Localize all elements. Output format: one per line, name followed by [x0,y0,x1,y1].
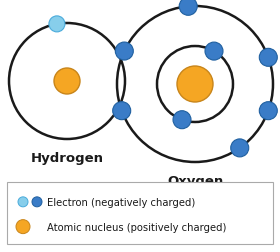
Circle shape [231,139,249,157]
Circle shape [205,43,223,61]
Text: Hydrogen: Hydrogen [31,151,104,164]
Circle shape [54,69,80,94]
Circle shape [115,43,133,61]
FancyBboxPatch shape [7,182,273,244]
Circle shape [113,102,131,120]
Text: Electron (negatively charged): Electron (negatively charged) [47,197,195,207]
Circle shape [259,102,277,120]
Text: Atomic nucleus (positively charged): Atomic nucleus (positively charged) [47,222,226,232]
Circle shape [16,220,30,234]
Circle shape [18,197,28,207]
Circle shape [179,0,197,16]
Circle shape [49,17,65,33]
Circle shape [259,49,277,67]
Circle shape [32,197,42,207]
Text: Oxygen: Oxygen [167,174,223,187]
Circle shape [173,111,191,129]
Circle shape [177,67,213,103]
